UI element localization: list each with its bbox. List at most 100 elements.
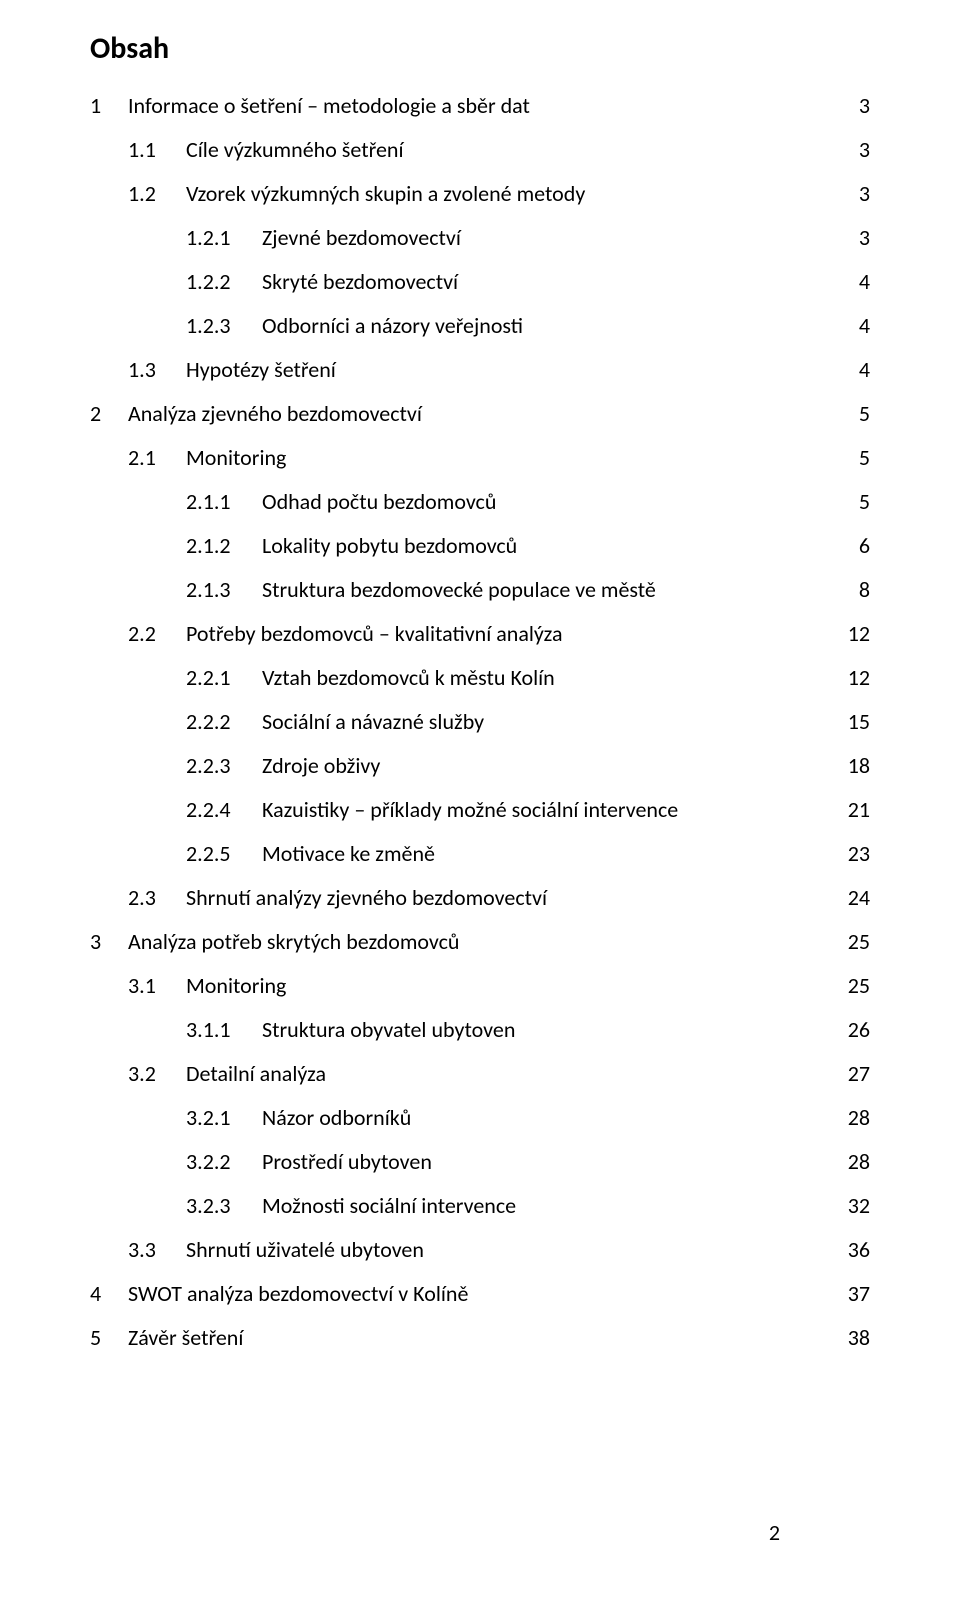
toc-entry-page: 5 xyxy=(855,491,870,513)
toc-entry-label: Detailní analýza xyxy=(186,1063,326,1085)
toc-entry[interactable]: 2.1.1Odhad počtu bezdomovců 5 xyxy=(90,491,870,513)
toc-entry-page: 15 xyxy=(844,711,870,733)
toc-entry[interactable]: 4SWOT analýza bezdomovectví v Kolíně 37 xyxy=(90,1283,870,1305)
toc-entry-page: 25 xyxy=(844,931,870,953)
toc-entry-label: Vzorek výzkumných skupin a zvolené metod… xyxy=(186,183,585,205)
toc-entry-page: 5 xyxy=(855,447,870,469)
toc-entry-label: Lokality pobytu bezdomovců xyxy=(262,535,517,557)
toc-entry-page: 12 xyxy=(844,667,870,689)
toc-entry-label: Monitoring xyxy=(186,975,286,997)
toc-entry-page: 5 xyxy=(855,403,870,425)
toc-entry-number: 1.2.2 xyxy=(186,271,262,293)
toc-entry-label: Potřeby bezdomovců – kvalitativní analýz… xyxy=(186,623,563,645)
toc-entry[interactable]: 2.2.2Sociální a návazné služby 15 xyxy=(90,711,870,733)
toc-entry-label: Prostředí ubytoven xyxy=(262,1151,432,1173)
toc-entry[interactable]: 2Analýza zjevného bezdomovectví 5 xyxy=(90,403,870,425)
toc-entry[interactable]: 3Analýza potřeb skrytých bezdomovců 25 xyxy=(90,931,870,953)
toc-entry-page: 18 xyxy=(844,755,870,777)
toc-entry-number: 2 xyxy=(90,403,128,425)
toc-entry-label: Analýza potřeb skrytých bezdomovců xyxy=(128,931,459,953)
toc-entry-number: 3.1 xyxy=(128,975,186,997)
toc-entry[interactable]: 3.2Detailní analýza 27 xyxy=(90,1063,870,1085)
toc-entry[interactable]: 2.2.5Motivace ke změně 23 xyxy=(90,843,870,865)
toc-entry-page: 12 xyxy=(844,623,870,645)
toc-entry-number: 3.2.1 xyxy=(186,1107,262,1129)
toc-entry-page: 38 xyxy=(844,1327,870,1349)
toc-entry-label: Monitoring xyxy=(186,447,286,469)
toc-entry-page: 24 xyxy=(844,887,870,909)
toc-entry[interactable]: 1.3Hypotézy šetření 4 xyxy=(90,359,870,381)
toc-entry[interactable]: 3.2.1Názor odborníků 28 xyxy=(90,1107,870,1129)
toc-entry-number: 2.2.3 xyxy=(186,755,262,777)
toc-entry-page: 26 xyxy=(844,1019,870,1041)
toc-entry-number: 2.2.5 xyxy=(186,843,262,865)
toc-entry[interactable]: 1.2.1Zjevné bezdomovectví 3 xyxy=(90,227,870,249)
toc-entry[interactable]: 2.1.3Struktura bezdomovecké populace ve … xyxy=(90,579,870,601)
toc-entry-number: 1.2.1 xyxy=(186,227,262,249)
toc-entry-label: Cíle výzkumného šetření xyxy=(186,139,404,161)
toc-entry-number: 3.2.3 xyxy=(186,1195,262,1217)
toc-entry[interactable]: 2.2.4Kazuistiky – příklady možné sociáln… xyxy=(90,799,870,821)
toc-entry-page: 4 xyxy=(855,315,870,337)
toc-entry[interactable]: 3.2.2Prostředí ubytoven 28 xyxy=(90,1151,870,1173)
toc-entry-number: 2.3 xyxy=(128,887,186,909)
toc-entry-label: Vztah bezdomovců k městu Kolín xyxy=(262,667,555,689)
toc-entry-label: Odhad počtu bezdomovců xyxy=(262,491,496,513)
toc-entry-page: 3 xyxy=(855,227,870,249)
toc-entry[interactable]: 1Informace o šetření – metodologie a sbě… xyxy=(90,95,870,117)
toc-entry-number: 2.2.4 xyxy=(186,799,262,821)
toc-entry-label: Shrnutí uživatelé ubytoven xyxy=(186,1239,424,1261)
toc-entry-page: 6 xyxy=(855,535,870,557)
toc-entry-page: 4 xyxy=(855,359,870,381)
toc-entry[interactable]: 1.2.3Odborníci a názory veřejnosti 4 xyxy=(90,315,870,337)
toc-entry-number: 2.2 xyxy=(128,623,186,645)
toc-entry-number: 2.1.3 xyxy=(186,579,262,601)
toc-entry-number: 3.2 xyxy=(128,1063,186,1085)
toc-entry[interactable]: 5Závěr šetření 38 xyxy=(90,1327,870,1349)
toc-entry[interactable]: 2.1.2Lokality pobytu bezdomovců 6 xyxy=(90,535,870,557)
toc-title: Obsah xyxy=(90,30,870,67)
toc-entry-number: 2.2.2 xyxy=(186,711,262,733)
toc-entry-number: 1.3 xyxy=(128,359,186,381)
toc-entry-page: 28 xyxy=(844,1151,870,1173)
toc-entry[interactable]: 2.3Shrnutí analýzy zjevného bezdomovectv… xyxy=(90,887,870,909)
toc-entry-page: 32 xyxy=(844,1195,870,1217)
toc-entry-number: 1 xyxy=(90,95,128,117)
toc-list: 1Informace o šetření – metodologie a sbě… xyxy=(90,95,870,1349)
toc-entry-number: 2.1.1 xyxy=(186,491,262,513)
toc-entry-page: 23 xyxy=(844,843,870,865)
toc-entry-number: 3 xyxy=(90,931,128,953)
toc-entry[interactable]: 2.1Monitoring 5 xyxy=(90,447,870,469)
toc-entry-number: 1.1 xyxy=(128,139,186,161)
toc-entry-label: Shrnutí analýzy zjevného bezdomovectví xyxy=(186,887,547,909)
toc-entry-number: 3.1.1 xyxy=(186,1019,262,1041)
toc-entry-label: Odborníci a názory veřejnosti xyxy=(262,315,523,337)
toc-entry-label: Struktura bezdomovecké populace ve městě xyxy=(262,579,656,601)
toc-entry-number: 3.3 xyxy=(128,1239,186,1261)
toc-entry-page: 8 xyxy=(855,579,870,601)
toc-entry[interactable]: 2.2Potřeby bezdomovců – kvalitativní ana… xyxy=(90,623,870,645)
toc-entry[interactable]: 1.2.2Skryté bezdomovectví 4 xyxy=(90,271,870,293)
toc-entry-label: Informace o šetření – metodologie a sběr… xyxy=(128,95,530,117)
toc-entry-label: Kazuistiky – příklady možné sociální int… xyxy=(262,799,678,821)
toc-entry-page: 28 xyxy=(844,1107,870,1129)
toc-entry-page: 36 xyxy=(844,1239,870,1261)
toc-entry-label: Struktura obyvatel ubytoven xyxy=(262,1019,515,1041)
toc-entry-number: 2.1.2 xyxy=(186,535,262,557)
toc-entry[interactable]: 1.2Vzorek výzkumných skupin a zvolené me… xyxy=(90,183,870,205)
toc-entry-number: 1.2 xyxy=(128,183,186,205)
toc-entry-label: Hypotézy šetření xyxy=(186,359,336,381)
toc-entry-label: Názor odborníků xyxy=(262,1107,411,1129)
toc-entry[interactable]: 3.3Shrnutí uživatelé ubytoven 36 xyxy=(90,1239,870,1261)
toc-entry-label: Zdroje obživy xyxy=(262,755,380,777)
toc-entry-number: 2.2.1 xyxy=(186,667,262,689)
toc-entry[interactable]: 3.1Monitoring 25 xyxy=(90,975,870,997)
toc-entry[interactable]: 1.1Cíle výzkumného šetření 3 xyxy=(90,139,870,161)
toc-entry[interactable]: 3.1.1Struktura obyvatel ubytoven 26 xyxy=(90,1019,870,1041)
toc-entry-page: 3 xyxy=(855,95,870,117)
toc-entry[interactable]: 2.2.1Vztah bezdomovců k městu Kolín 12 xyxy=(90,667,870,689)
toc-entry-page: 27 xyxy=(844,1063,870,1085)
toc-entry-label: Závěr šetření xyxy=(128,1327,243,1349)
toc-entry[interactable]: 3.2.3Možnosti sociální intervence 32 xyxy=(90,1195,870,1217)
toc-entry[interactable]: 2.2.3Zdroje obživy 18 xyxy=(90,755,870,777)
